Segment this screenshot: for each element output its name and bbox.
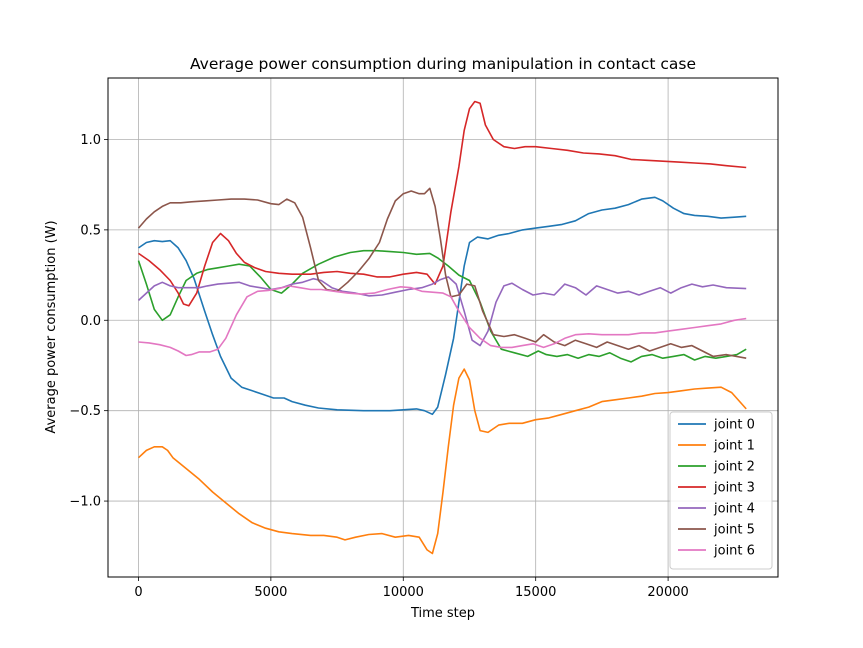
x-tick-label: 10000 [383, 585, 424, 600]
chart-title: Average power consumption during manipul… [190, 55, 696, 73]
legend-label: joint 1 [713, 439, 755, 454]
legend-label: joint 5 [713, 523, 755, 538]
series-line-joint-1 [137, 368, 747, 555]
plot-frame [107, 77, 779, 578]
y-axis-label: Average power consumption (W) [44, 220, 59, 433]
legend: joint 0 joint 1 joint 2 joint 3 joint 4 joint… [669, 411, 773, 570]
series-line-joint-2 [137, 249, 747, 363]
y-tick-label: −0.5 [69, 404, 101, 419]
y-tick-label: 0.0 [80, 314, 101, 329]
series-line-joint-4 [137, 276, 747, 347]
legend-label: joint 6 [713, 544, 755, 559]
x-tick-label: 20000 [647, 585, 688, 600]
series-line-joint-6 [138, 285, 747, 357]
legend-label: joint 0 [713, 418, 755, 433]
series-line-joint-3 [138, 100, 747, 307]
axis-ticks: 0 5000 10000 15000 20000 −1.0 −0.5 0.0 0.5 1.0 [69, 133, 688, 600]
x-tick-label: 15000 [515, 585, 556, 600]
y-tick-label: 0.5 [80, 223, 101, 238]
x-tick-label: 0 [134, 585, 142, 600]
x-axis-label: Time step [410, 606, 475, 621]
series-line-joint-0 [138, 196, 747, 416]
y-tick-label: −1.0 [69, 495, 101, 510]
grid [108, 78, 778, 577]
legend-label: joint 4 [713, 502, 755, 517]
series-line-joint-5 [137, 187, 747, 359]
series-lines [137, 100, 747, 555]
legend-label: joint 3 [713, 481, 755, 496]
y-tick-label: 1.0 [80, 133, 101, 148]
legend-label: joint 2 [713, 460, 755, 475]
x-tick-label: 5000 [254, 585, 287, 600]
